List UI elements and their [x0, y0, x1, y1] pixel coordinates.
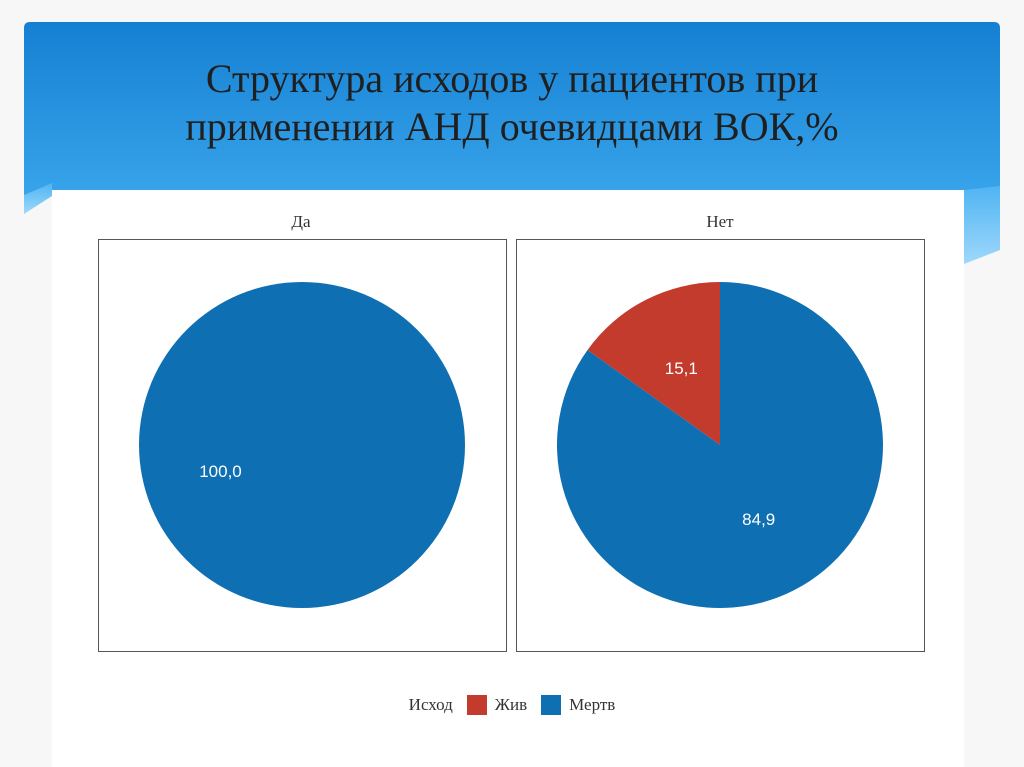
slide-title: Структура исходов у пациентов при примен…	[60, 55, 964, 151]
pie-chart-da: 100,0	[139, 282, 465, 608]
pie-slice-dead-0	[139, 282, 465, 608]
pie-chart-net: 15,1 84,9	[557, 282, 883, 608]
legend-swatch-dead	[541, 695, 562, 715]
header-band-shape	[24, 22, 1000, 205]
legend-label-alive: Жив	[494, 695, 528, 714]
header-band	[24, 22, 1000, 264]
header-ribbon-left	[24, 183, 52, 214]
facet-label-da: Да	[291, 212, 311, 231]
legend-item-alive: Жив	[466, 695, 528, 715]
pie-slice-alive-1	[587, 282, 720, 445]
pie-slice-dead-1	[557, 282, 883, 608]
pie-label-dead-0: 100,0	[199, 462, 242, 481]
slide-title-line-2: применении АНД очевидцами ВОК,%	[185, 104, 839, 149]
legend-label-dead: Мертв	[569, 695, 616, 714]
header-ribbon-right	[964, 186, 1000, 264]
legend-title: Исход	[408, 695, 453, 714]
slide-title-line-1: Структура исходов у пациентов при	[205, 56, 819, 101]
pie-label-alive-1: 15,1	[665, 359, 698, 378]
legend-item-dead: Мертв	[541, 695, 615, 715]
pie-panel-net: 15,1 84,9	[516, 239, 925, 652]
pie-panel-da: 100,0	[98, 239, 507, 652]
legend-swatch-alive	[466, 695, 487, 715]
pie-label-dead-1: 84,9	[742, 510, 775, 529]
legend: Исход Жив Мертв	[0, 690, 1024, 720]
facet-label-net: Нет	[706, 212, 734, 231]
